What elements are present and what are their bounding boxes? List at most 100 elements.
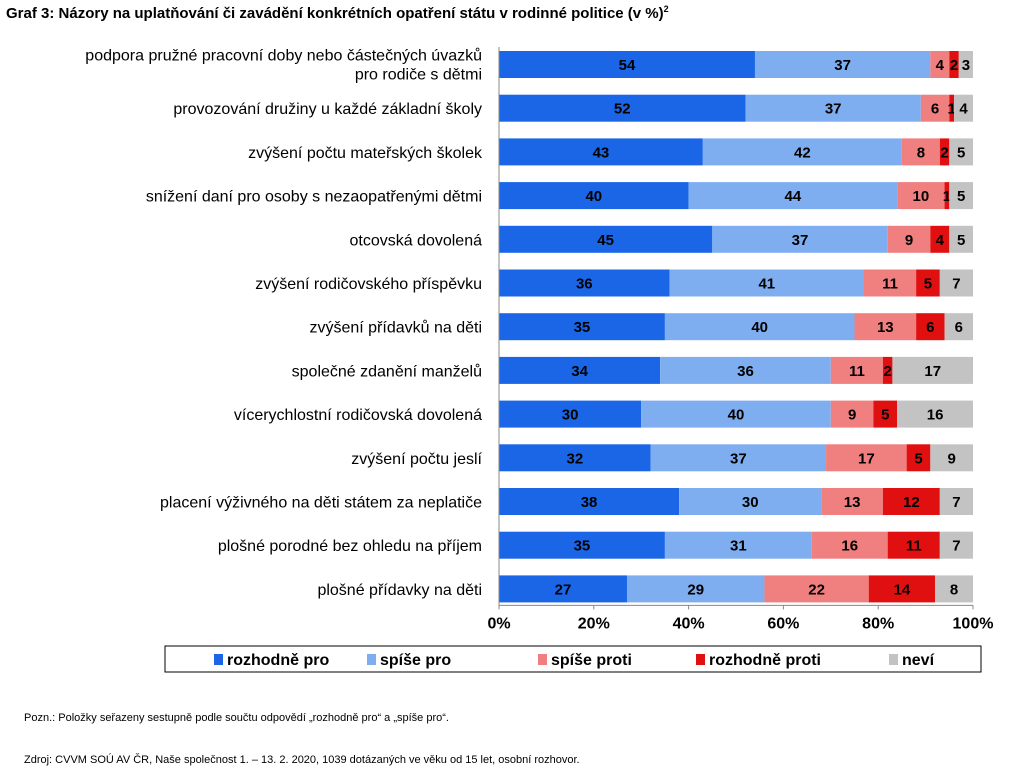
data-label: 14: [894, 581, 911, 598]
category-label: společné zdanění manželů: [292, 362, 482, 380]
legend-label: spíše proti: [551, 652, 632, 669]
category-label: plošné přídavky na děti: [317, 582, 482, 599]
bar-segment: [499, 51, 755, 78]
bar-segment: [499, 269, 670, 297]
data-label: 1: [947, 101, 955, 118]
bar-segment: [939, 531, 973, 559]
data-label: 40: [751, 319, 768, 336]
bar-segment: [650, 444, 827, 472]
data-label: 2: [950, 57, 958, 74]
bar-segment: [949, 182, 973, 210]
bar-segment: [499, 400, 642, 428]
category-label: pro rodiče s dětmi: [355, 67, 482, 84]
bar-segment: [930, 444, 973, 472]
bar-segment: [958, 51, 973, 78]
data-label: 5: [957, 188, 965, 205]
x-tick-label: 100%: [953, 615, 994, 632]
data-label: 16: [841, 538, 858, 555]
bar-segment: [939, 488, 973, 515]
bar-segment: [887, 531, 940, 559]
bar-segment: [944, 313, 973, 341]
bar-segment: [935, 575, 973, 603]
category-label: vícerychlostní rodičovská dovolená: [234, 407, 482, 424]
legend-box: [164, 645, 982, 673]
data-label: 12: [903, 494, 920, 511]
bar-segment: [916, 269, 940, 297]
data-label: 17: [858, 450, 875, 467]
bar-segment: [664, 313, 855, 341]
data-label: 4: [959, 101, 968, 118]
bar-segment: [854, 313, 917, 341]
x-axis: 0% 20% 40% 60% 80% 100%: [487, 47, 993, 632]
data-label: 40: [728, 407, 745, 424]
bar-segment: [826, 444, 907, 472]
bar-segment: [499, 531, 665, 559]
legend-swatch: [538, 654, 547, 665]
category-labels-layer: podpora pružné pracovní doby nebo částeč…: [85, 47, 483, 599]
data-label: 5: [957, 144, 965, 161]
source-text: Zdroj: CVVM SOÚ AV ČR, Naše společnost 1…: [24, 754, 580, 766]
bar-segment: [499, 444, 651, 472]
footnote-ref: 2: [663, 4, 669, 14]
bar-segment: [821, 488, 883, 515]
bar-segment: [949, 138, 973, 166]
data-label: 36: [576, 276, 593, 293]
data-label: 43: [593, 144, 610, 161]
data-label: 41: [758, 276, 775, 293]
bar-segment: [868, 575, 936, 603]
stacked-bar-chart: 54 37 4 2 352 37 6 1 443 42 8 2 540 44 10 1 545 37 9 4 536 41…: [85, 47, 993, 673]
bar-segment: [664, 531, 812, 559]
data-label: 4: [936, 57, 945, 74]
bar-segment: [897, 400, 973, 428]
data-label: 37: [825, 101, 842, 118]
category-label: otcovská dovolená: [349, 232, 482, 249]
legend-label: rozhodně pro: [227, 652, 329, 669]
x-tick-label: 60%: [767, 615, 799, 632]
data-label: 7: [952, 276, 960, 293]
data-label: 17: [924, 363, 941, 380]
data-label: 9: [905, 232, 913, 249]
data-label: 31: [730, 538, 747, 555]
bar-segment: [916, 313, 945, 341]
bar-segment: [626, 575, 765, 603]
bar-segment: [660, 356, 831, 384]
bar-segment: [688, 182, 898, 210]
bar-segment: [882, 488, 940, 515]
category-label: snížení daní pro osoby s nezaopatřenými …: [146, 189, 482, 206]
x-tick-label: 40%: [673, 615, 705, 632]
bar-segment: [949, 51, 959, 78]
bar-segment: [641, 400, 831, 428]
bar-segment: [830, 400, 874, 428]
chart-title: Graf 3: Názory na uplatňování či zaváděn…: [6, 4, 669, 23]
x-tick-label: 80%: [862, 615, 894, 632]
data-label: 11: [882, 276, 898, 293]
category-label: plošné porodné bez ohledu na příjem: [218, 538, 482, 555]
category-label: zvýšení počtu mateřských školek: [248, 145, 483, 162]
category-label: provozování družiny u každé základní ško…: [173, 101, 482, 118]
bar-segment: [679, 488, 822, 515]
legend-label: neví: [902, 652, 935, 669]
data-label: 8: [917, 144, 925, 161]
data-label: 30: [742, 494, 759, 511]
data-label: 30: [562, 407, 579, 424]
data-label: 16: [927, 407, 944, 424]
data-label: 9: [848, 407, 856, 424]
bar-segment: [906, 444, 931, 472]
data-label: 54: [619, 57, 636, 74]
legend-swatch: [696, 654, 705, 665]
legend-label: spíše pro: [380, 652, 451, 669]
data-label: 6: [931, 101, 939, 118]
bar-segment: [887, 225, 931, 253]
data-label: 32: [566, 450, 583, 467]
data-label: 27: [555, 581, 572, 598]
data-label: 38: [581, 494, 598, 511]
data-label: 9: [947, 450, 955, 467]
bar-segment: [939, 138, 950, 166]
bar-segment: [712, 225, 888, 253]
bar-segment: [944, 182, 950, 210]
bar-segment: [499, 182, 689, 210]
bar-segment: [499, 313, 665, 341]
data-label: 42: [794, 144, 811, 161]
data-label: 6: [955, 319, 963, 336]
data-label: 45: [597, 232, 614, 249]
